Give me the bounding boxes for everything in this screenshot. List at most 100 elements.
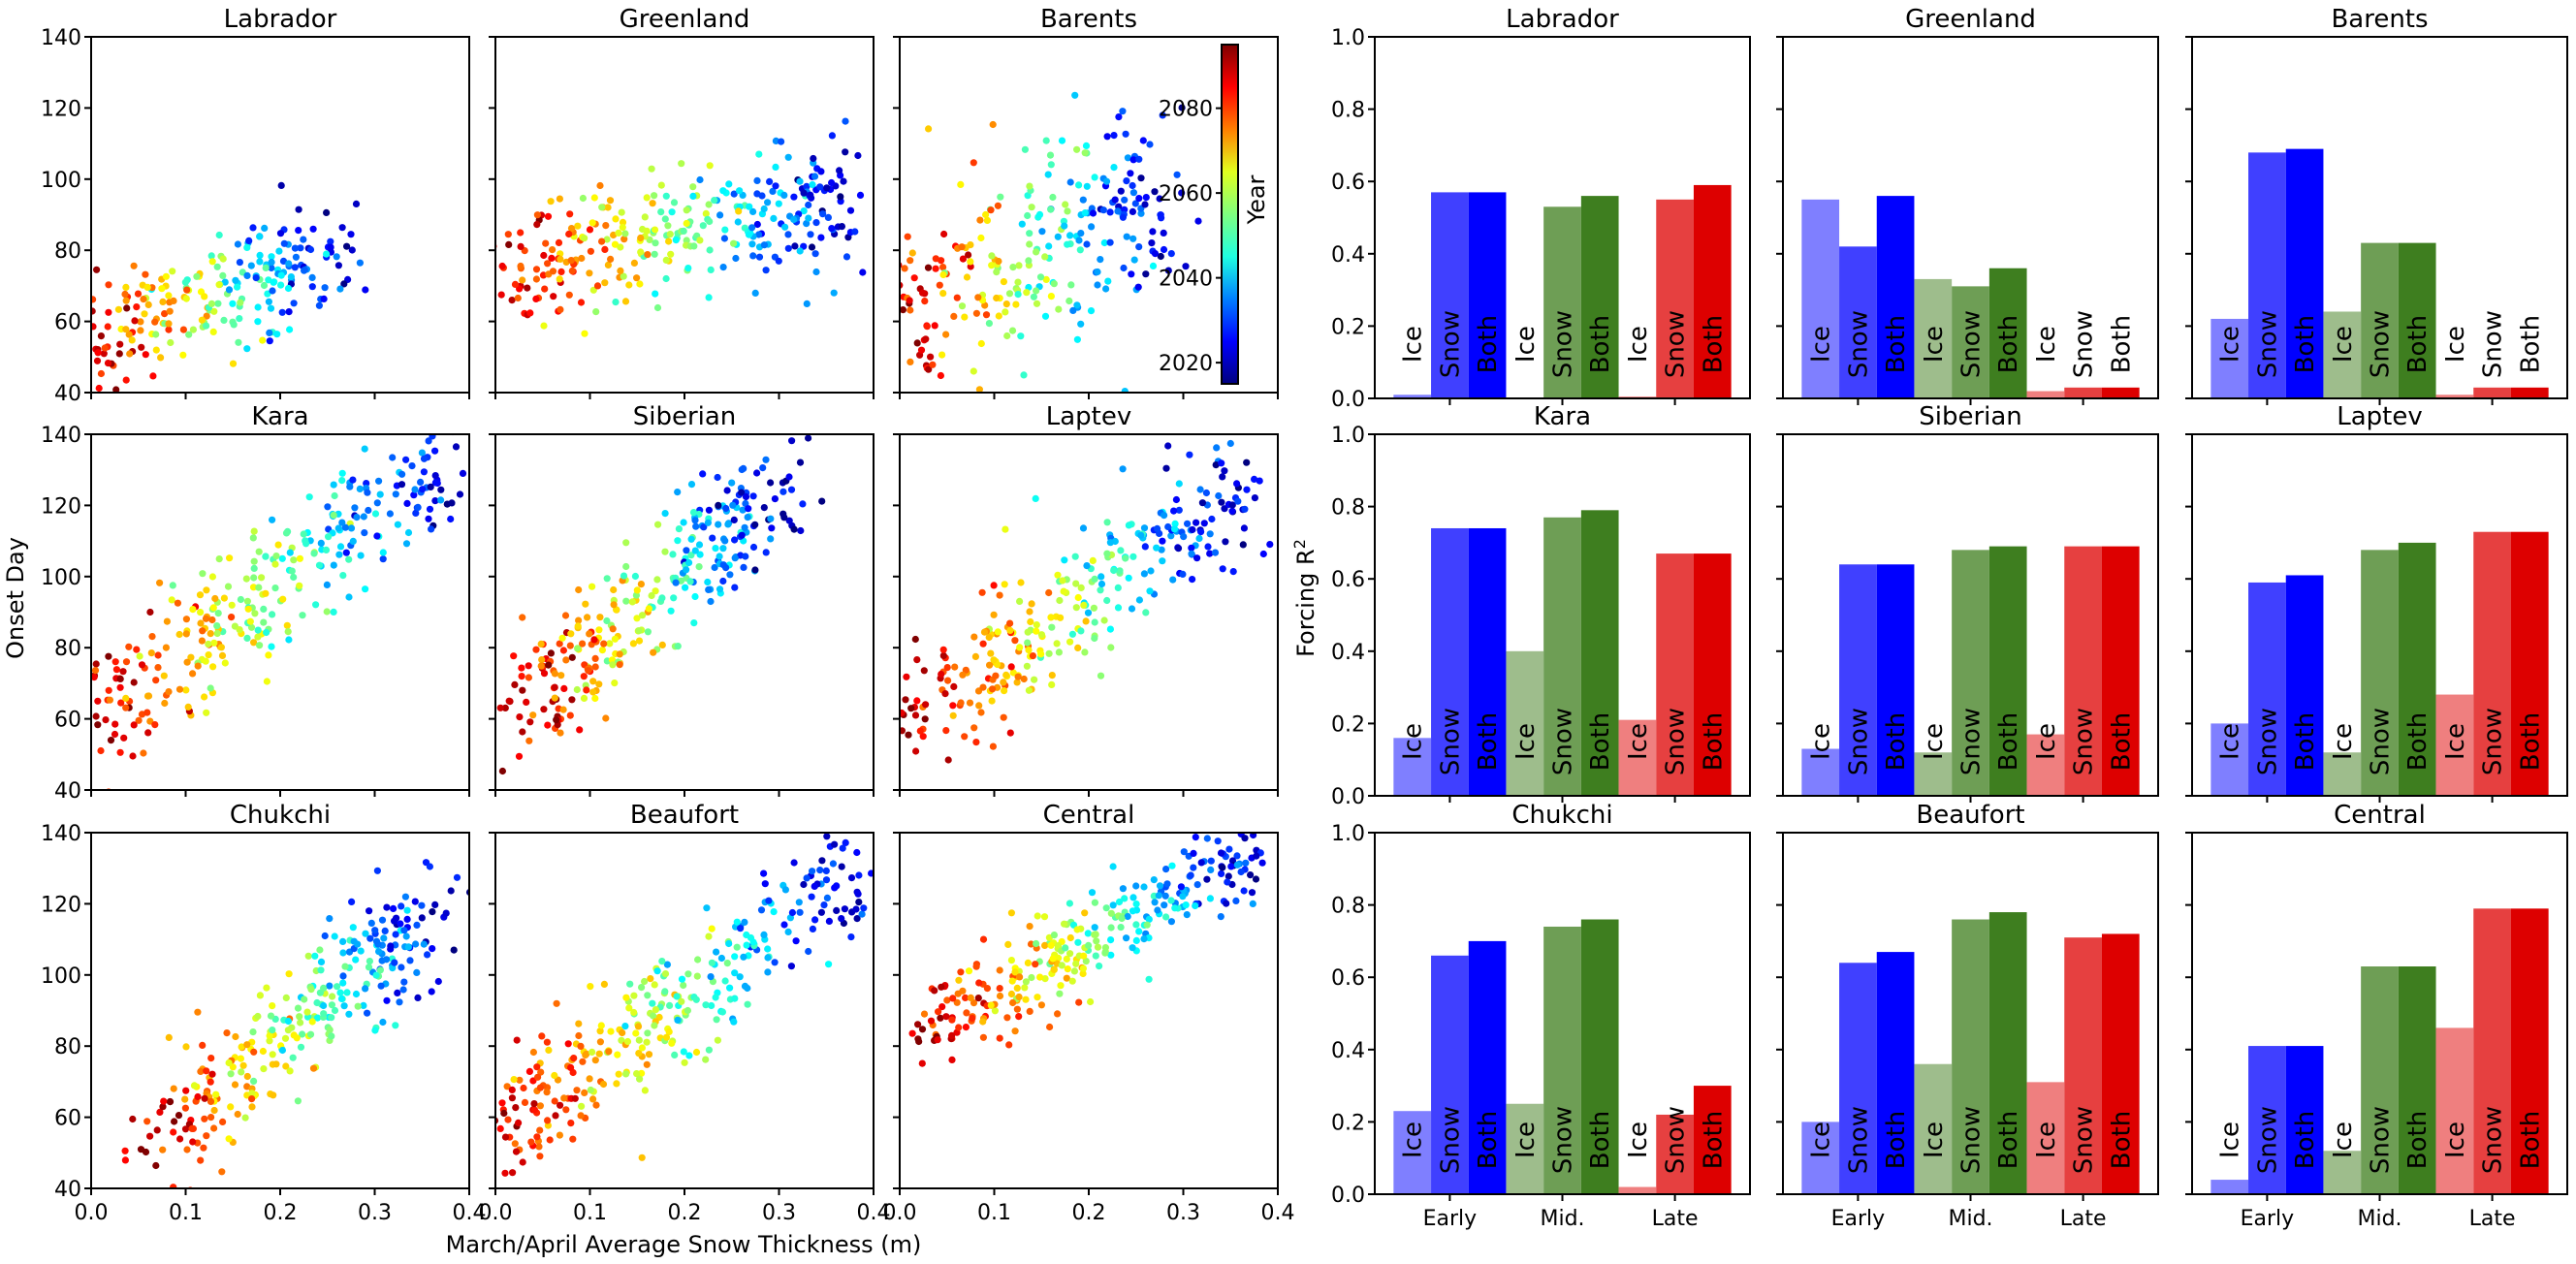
scatter-point bbox=[678, 997, 685, 1005]
scatter-point bbox=[1206, 530, 1214, 538]
scatter-point bbox=[159, 298, 167, 305]
scatter-point bbox=[1006, 626, 1014, 635]
scatter-point bbox=[143, 283, 151, 291]
scatter-point bbox=[323, 208, 331, 216]
scatter-point bbox=[272, 1060, 280, 1068]
y-tick-label: 0.6 bbox=[1331, 966, 1365, 991]
scatter-point bbox=[516, 1076, 524, 1084]
scatter-point bbox=[1167, 532, 1175, 540]
scatter-point bbox=[1188, 544, 1195, 552]
scatter-point bbox=[1179, 893, 1187, 901]
scatter-point bbox=[796, 177, 804, 185]
scatter-point bbox=[1130, 256, 1138, 264]
scatter-point bbox=[986, 661, 994, 669]
scatter-panel-barents: Barents bbox=[886, 5, 1279, 399]
scatter-point bbox=[1041, 941, 1049, 950]
scatter-point bbox=[1080, 601, 1088, 610]
scatter-point bbox=[621, 1023, 629, 1030]
scatter-point bbox=[328, 1014, 335, 1022]
bar-ice bbox=[1618, 719, 1657, 796]
scatter-point bbox=[489, 280, 495, 287]
scatter-point bbox=[501, 1169, 509, 1177]
scatter-point bbox=[1117, 187, 1125, 195]
scatter-point bbox=[979, 640, 987, 648]
scatter-point bbox=[751, 289, 759, 297]
scatter-point bbox=[805, 214, 812, 222]
scatter-point bbox=[133, 646, 141, 653]
scatter-point bbox=[580, 673, 588, 680]
scatter-point bbox=[268, 258, 275, 267]
scatter-point bbox=[286, 326, 294, 333]
scatter-point bbox=[302, 537, 309, 545]
scatter-point bbox=[1061, 222, 1068, 230]
scatter-point bbox=[243, 243, 251, 251]
scatter-point bbox=[297, 1043, 305, 1051]
scatter-point bbox=[134, 290, 143, 298]
scatter-point bbox=[1170, 525, 1179, 533]
scatter-point bbox=[635, 1050, 643, 1058]
scatter-point bbox=[1041, 975, 1049, 983]
scatter-point bbox=[1020, 371, 1028, 379]
scatter-point bbox=[375, 477, 383, 485]
scatter-point bbox=[1056, 990, 1064, 997]
scatter-point bbox=[661, 215, 669, 223]
scatter-point bbox=[1184, 520, 1192, 527]
scatter-point bbox=[280, 239, 288, 247]
scatter-point bbox=[339, 937, 347, 946]
scatter-point bbox=[511, 680, 519, 689]
scatter-point bbox=[988, 697, 996, 705]
scatter-point bbox=[373, 532, 381, 540]
scatter-point bbox=[338, 224, 346, 232]
scatter-point bbox=[977, 339, 985, 348]
scatter-point bbox=[985, 320, 993, 328]
scatter-point bbox=[900, 306, 906, 314]
scatter-point bbox=[784, 244, 792, 252]
scatter-point bbox=[1066, 950, 1074, 958]
scatter-point bbox=[923, 323, 931, 331]
scatter-point bbox=[705, 201, 713, 208]
scatter-point bbox=[1114, 604, 1123, 612]
scatter-point bbox=[644, 1029, 652, 1037]
scatter-point bbox=[214, 300, 222, 307]
scatter-point bbox=[636, 1075, 644, 1083]
scatter-point bbox=[475, 1128, 482, 1135]
bar-label: Snow bbox=[2253, 708, 2282, 775]
scatter-point bbox=[263, 984, 270, 992]
scatter-point bbox=[1132, 882, 1140, 890]
scatter-point bbox=[611, 240, 620, 248]
scatter-point bbox=[854, 151, 862, 160]
scatter-point bbox=[1127, 170, 1134, 177]
scatter-point bbox=[886, 290, 893, 297]
scatter-point bbox=[775, 200, 782, 207]
scatter-point bbox=[579, 1058, 587, 1065]
scatter-point bbox=[1083, 562, 1091, 570]
scatter-point bbox=[638, 984, 646, 992]
scatter-point bbox=[447, 515, 455, 523]
scatter-point bbox=[1116, 567, 1124, 575]
scatter-point bbox=[1109, 901, 1117, 909]
scatter-point bbox=[547, 649, 556, 657]
bar-label: Snow bbox=[1662, 310, 1691, 378]
x-tick-label: 0.3 bbox=[358, 1201, 392, 1225]
scatter-point bbox=[680, 519, 687, 526]
scatter-point bbox=[146, 717, 154, 725]
scatter-point bbox=[1100, 238, 1108, 247]
scatter-point bbox=[129, 1115, 137, 1123]
scatter-point bbox=[708, 959, 716, 966]
scatter-point bbox=[807, 191, 814, 199]
scatter-panel-greenland: Greenland bbox=[489, 5, 875, 399]
scatter-point bbox=[888, 363, 895, 370]
scatter-point bbox=[979, 935, 988, 943]
scatter-point bbox=[380, 934, 388, 942]
scatter-point bbox=[1072, 580, 1080, 587]
scatter-point bbox=[649, 999, 656, 1007]
scatter-point bbox=[219, 271, 227, 279]
y-tick-label: 0.2 bbox=[1331, 315, 1365, 339]
scatter-point bbox=[1045, 649, 1053, 657]
scatter-point bbox=[343, 242, 351, 250]
scatter-point bbox=[366, 958, 373, 965]
scatter-point bbox=[362, 985, 369, 993]
scatter-point bbox=[431, 472, 439, 480]
scatter-point bbox=[168, 596, 175, 604]
scatter-point bbox=[533, 1133, 541, 1141]
